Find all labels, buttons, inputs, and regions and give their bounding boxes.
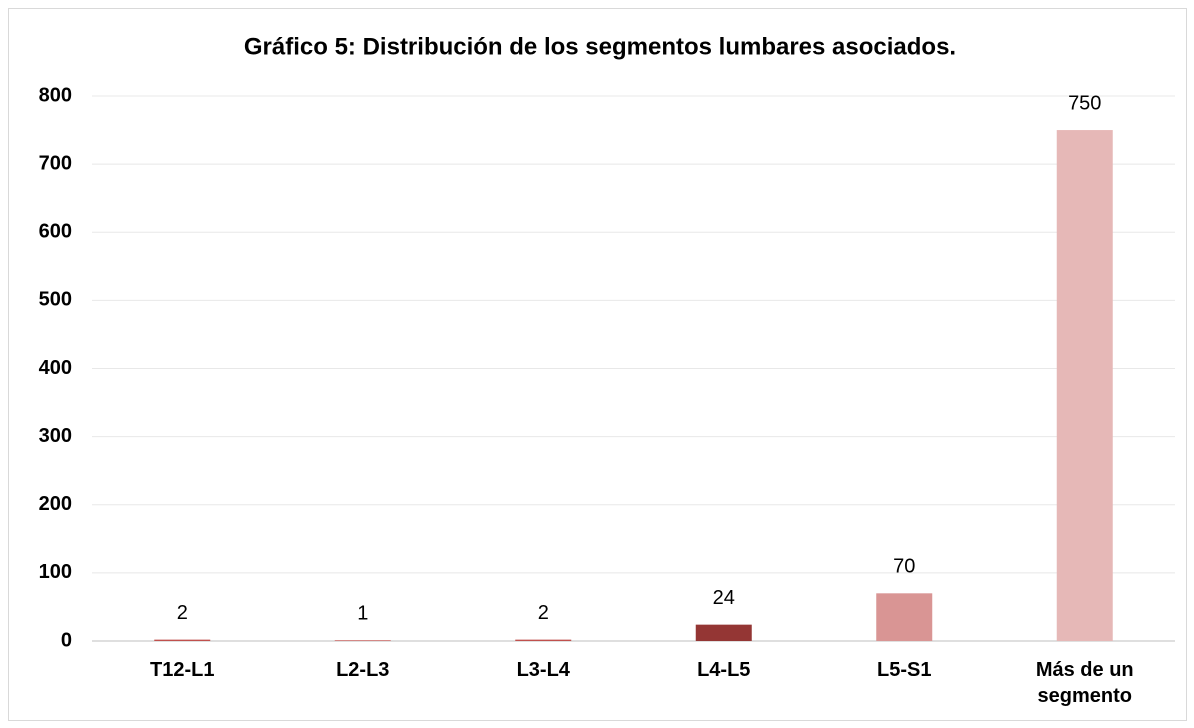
y-tick-label: 500 (39, 289, 72, 311)
y-tick-label: 0 (61, 629, 72, 651)
data-label: 750 (1068, 92, 1101, 114)
data-label: 2 (177, 602, 188, 624)
y-tick-label: 300 (39, 425, 72, 447)
y-tick-label: 100 (39, 561, 72, 583)
x-tick-label: L3-L4 (516, 659, 570, 681)
bar (876, 593, 933, 641)
x-tick-label: Más de un segmento (1035, 659, 1134, 707)
data-label: 70 (893, 556, 915, 578)
y-tick-label: 200 (39, 493, 72, 515)
bar (1056, 130, 1113, 641)
x-tick-label: L4-L5 (697, 659, 751, 681)
data-label: 1 (357, 603, 368, 625)
bar (334, 640, 391, 641)
x-tick-label: L5-S1 (877, 659, 932, 681)
bar (515, 639, 572, 641)
bar (695, 624, 752, 641)
data-label: 2 (538, 602, 549, 624)
x-tick-label: L2-L3 (336, 659, 390, 681)
x-tick-label: T12-L1 (150, 659, 215, 681)
y-tick-label: 600 (39, 221, 72, 243)
chart-border (8, 8, 1187, 721)
y-tick-label: 700 (39, 152, 72, 174)
y-tick-label: 800 (39, 84, 72, 106)
data-label: 24 (713, 587, 735, 609)
y-tick-label: 400 (39, 357, 72, 379)
chart-title: Gráfico 5: Distribución de los segmentos… (244, 33, 956, 60)
bar (154, 639, 211, 641)
